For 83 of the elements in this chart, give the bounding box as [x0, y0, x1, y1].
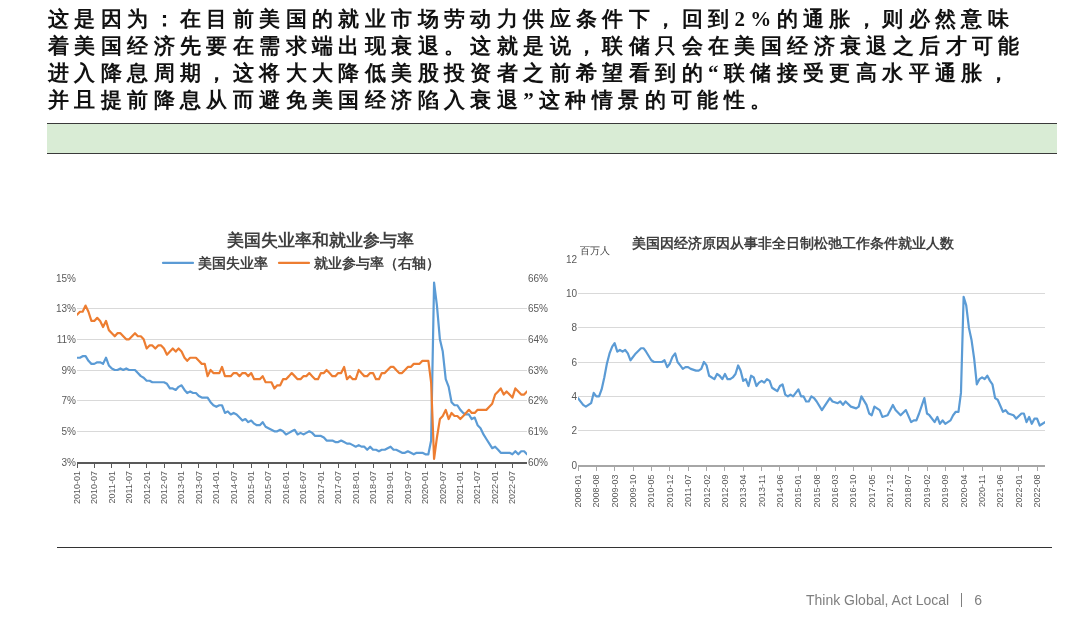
text: Think Global, Act Local [806, 592, 950, 608]
x-tick-label: 2020-11 [977, 474, 988, 507]
y-tick-label: 11% [56, 333, 77, 345]
x-tick-label: 2016-03 [829, 474, 840, 508]
x-tick-label: 2020-01 [420, 471, 431, 505]
x-tick-label: 2022-01 [1013, 474, 1024, 508]
y-tick-label: 10 [565, 287, 578, 299]
line-series [77, 281, 527, 456]
x-tick-label: 2008-08 [591, 474, 602, 508]
y-tick-label: 2 [571, 425, 578, 437]
legend-label: 美国失业率 [197, 255, 268, 272]
x-tick-label: 2010-05 [646, 474, 657, 508]
x-tick-label: 2017-05 [866, 474, 877, 508]
x-tick-label: 2019-07 [402, 471, 413, 505]
y-tick-label: 6 [571, 356, 578, 368]
x-tick-label: 2014-06 [774, 474, 785, 508]
y-axis-title: 百万人 [580, 245, 610, 256]
legend-label: 就业参与率（右轴） [313, 255, 440, 272]
x-tick-label: 2019-01 [385, 471, 396, 505]
y-tick-label: 0 [571, 459, 578, 471]
x-tick-label: 2018-07 [367, 471, 378, 505]
x-tick-label: 2016-01 [280, 471, 291, 505]
x-tick-label: 2009-03 [609, 474, 620, 508]
chart-title: 美国失业率和就业参与率 [225, 230, 414, 250]
y-tick-label: 4 [571, 390, 578, 402]
x-tick-label: 2012-09 [719, 474, 730, 508]
x-tick-label: 2012-01 [141, 471, 152, 505]
y-tick-label: 3% [61, 456, 77, 468]
y-tick-label: 8 [571, 322, 578, 334]
y2-tick-label: 60% [528, 456, 549, 468]
x-tick-label: 2013-11 [756, 474, 767, 507]
x-tick-label: 2015-01 [246, 471, 257, 505]
x-tick-label: 2021-07 [472, 471, 483, 505]
x-tick-label: 2017-07 [333, 471, 344, 505]
x-tick-label: 2016-07 [298, 471, 309, 505]
x-tick-label: 2013-07 [193, 471, 204, 505]
x-tick-label: 2018-01 [350, 471, 361, 505]
x-tick-label: 2008-01 [572, 474, 583, 508]
x-tick-label: 2009-10 [628, 474, 639, 508]
y-tick-label: 12 [565, 253, 578, 265]
x-tick-label: 2016-10 [848, 474, 859, 508]
x-tick-label: 2020-04 [958, 474, 969, 508]
x-tick-label: 2011-07 [682, 474, 693, 507]
x-tick-label: 2010-12 [664, 474, 675, 508]
x-tick-label: 2017-01 [315, 471, 326, 505]
x-tick-label: 2019-02 [921, 474, 932, 508]
x-tick-label: 2011-07 [124, 471, 135, 504]
x-tick-label: 2018-07 [903, 474, 914, 508]
y2-tick-label: 65% [528, 303, 549, 315]
x-tick-label: 2022-07 [507, 471, 518, 505]
x-tick-label: 2015-08 [811, 474, 822, 508]
y-tick-label: 13% [55, 303, 77, 315]
x-tick-label: 2012-07 [158, 471, 169, 505]
x-tick-label: 2022-08 [1031, 474, 1042, 508]
x-tick-label: 2015-01 [793, 474, 804, 508]
y2-tick-label: 61% [528, 425, 549, 437]
chart-title: 美国因经济原因从事非全日制松弛工作条件就业人数 [630, 234, 955, 251]
y2-tick-label: 62% [528, 395, 549, 407]
x-tick-label: 2015-07 [263, 471, 274, 505]
x-tick-label: 2020-07 [437, 471, 448, 505]
x-tick-label: 2012-02 [701, 474, 712, 508]
x-tick-label: 2017-12 [885, 474, 896, 508]
x-tick-label: 2013-01 [176, 471, 187, 505]
y2-tick-label: 66% [528, 272, 549, 284]
x-tick-label: 2019-09 [940, 474, 951, 508]
x-tick-label: 2014-07 [228, 471, 239, 505]
x-tick-label: 2010-07 [89, 471, 100, 505]
x-tick-label: 2013-04 [738, 474, 749, 508]
x-tick-label: 2021-01 [455, 471, 466, 505]
line-series [578, 295, 1045, 427]
x-tick-label: 2010-01 [71, 471, 82, 505]
text: 6 [974, 592, 982, 608]
y-tick-label: 15% [55, 272, 77, 284]
text: 这是因为：在目前美国的就业市场劳动力供应条件下，回到2%的通胀，则必然意味着美国经济先要在需求端出现衰退。这就是说，联储只会在美国经济衰退之后才可能进入降息周期，这将大大降低美股投资者之前希望看到的“联储接受更高水平通胀，并且提前降息从而避免美国经济陷入衰退”这种情景的可能性。 [48, 6, 1026, 114]
y-tick-label: 9% [61, 364, 77, 376]
x-tick-label: 2011-01 [106, 471, 117, 504]
x-tick-label: 2014-01 [211, 471, 222, 505]
y2-tick-label: 64% [528, 333, 549, 345]
x-tick-label: 2022-01 [490, 471, 501, 505]
y-tick-label: 7% [61, 395, 77, 407]
x-tick-label: 2021-06 [995, 474, 1006, 508]
y-tick-label: 5% [61, 425, 77, 437]
y2-tick-label: 63% [528, 364, 549, 376]
